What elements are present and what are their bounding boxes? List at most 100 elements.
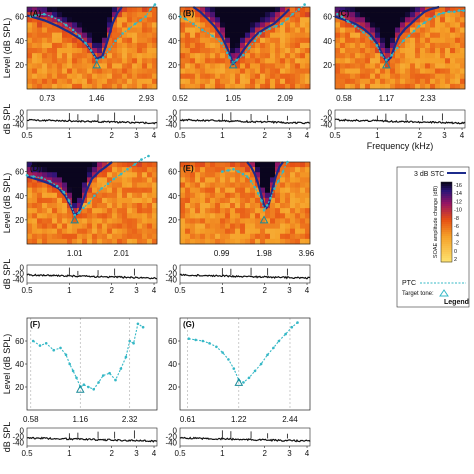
heatmap-cell — [450, 12, 456, 18]
heatmap-cell — [127, 48, 133, 54]
heatmap-cell — [235, 177, 241, 183]
heatmap-cell — [410, 42, 416, 49]
heatmap-cell — [47, 238, 53, 245]
heatmap-cell — [210, 223, 216, 229]
heatmap-cell — [235, 223, 241, 229]
spectrum-trace — [179, 118, 311, 125]
heatmap-cell — [87, 7, 93, 13]
heatmap-cell — [335, 17, 341, 23]
heatmap-cell — [152, 17, 158, 23]
heatmap-cell — [57, 223, 63, 229]
heatmap-cell — [27, 78, 33, 85]
heatmap-cell — [370, 22, 376, 28]
heatmap-cell — [72, 83, 78, 90]
heatmap-cell — [440, 63, 446, 69]
heatmap-cell — [340, 83, 346, 90]
colorbar-cell — [441, 238, 452, 241]
heatmap-cell — [295, 162, 301, 168]
heatmap-cell — [107, 177, 113, 183]
heatmap-cell — [190, 208, 196, 214]
y-tick-label: 60 — [15, 13, 24, 22]
heatmap-cell — [215, 218, 221, 224]
heatmap-cell — [147, 228, 153, 235]
heatmap-cell — [225, 197, 231, 204]
heatmap-cell — [345, 68, 351, 74]
spectrum-x-tick-label: 3 — [287, 449, 292, 458]
heatmap-cell — [255, 37, 261, 44]
heatmap-cell — [97, 228, 103, 235]
heatmap-cell — [62, 22, 68, 28]
ptc-point — [281, 170, 285, 173]
heatmap-cell — [350, 68, 356, 74]
heatmap-cell — [365, 42, 371, 49]
heatmap-cell — [245, 162, 251, 168]
heatmap-cell — [210, 27, 216, 33]
panel-label: (C) — [338, 9, 349, 18]
heatmap-cell — [370, 17, 376, 23]
heatmap-cell — [62, 187, 68, 194]
heatmap-cell — [275, 37, 281, 44]
heatmap-cell — [220, 53, 226, 59]
ptc-point — [346, 20, 350, 23]
heatmap-cell — [52, 172, 58, 178]
heatmap-cell — [375, 48, 381, 54]
heatmap-cell — [440, 22, 446, 28]
heatmap-cell — [137, 228, 143, 235]
heatmap-cell — [415, 48, 421, 54]
heatmap-cell — [72, 228, 78, 235]
heatmap-cell — [255, 223, 261, 229]
heatmap-cell — [112, 233, 118, 240]
heatmap-cell — [137, 83, 143, 90]
heatmap-cell — [405, 37, 411, 44]
heatmap-cell — [190, 228, 196, 235]
heatmap-cell — [440, 48, 446, 54]
heatmap-cell — [240, 223, 246, 229]
heatmap-cell — [142, 167, 148, 173]
heatmap-cell — [245, 177, 251, 183]
heatmap-cell — [435, 53, 441, 59]
heatmap-cell — [355, 27, 361, 33]
heatmap-cell — [122, 162, 128, 168]
heatmap-cell — [190, 187, 196, 194]
spectrum-x-tick-label: 1 — [220, 131, 225, 140]
heatmap-cell — [275, 32, 281, 39]
heatmap-cell — [405, 68, 411, 74]
heatmap-cell — [132, 32, 138, 39]
heatmap-cell — [400, 83, 406, 90]
heatmap-cell — [62, 58, 68, 64]
spectrum-y-axis-label: dB SPL — [2, 422, 12, 453]
heatmap-cell — [147, 48, 153, 54]
heatmap-cell — [210, 162, 216, 168]
heatmap-cell — [360, 22, 366, 28]
heatmap-cell — [250, 223, 256, 229]
heatmap-cell — [270, 238, 276, 245]
ptc-point — [362, 31, 365, 34]
colorbar-cell — [441, 234, 452, 237]
panel-label: (F) — [30, 320, 41, 329]
colorbar-cell — [441, 222, 452, 225]
y-tick-label: 20 — [168, 383, 177, 392]
heatmap-cell — [410, 27, 416, 33]
heatmap-cell — [455, 53, 461, 59]
heatmap-cell — [92, 32, 98, 39]
heatmap-cell — [102, 228, 108, 235]
colorbar-cell — [441, 256, 452, 259]
plot-frame — [179, 6, 311, 90]
heatmap-cell — [92, 228, 98, 235]
heatmap-cell — [295, 197, 301, 204]
heatmap-cell — [430, 42, 436, 49]
heatmap-cell — [335, 7, 341, 13]
heatmap-cell — [220, 167, 226, 173]
heatmap-cell — [210, 182, 216, 188]
heatmap-cell — [460, 7, 466, 13]
ptc-point — [253, 39, 257, 43]
heatmap-cell — [122, 63, 128, 69]
heatmap-cell — [355, 37, 361, 44]
heatmap-cell — [450, 48, 456, 54]
heatmap-cell — [52, 58, 58, 64]
heatmap-cell — [250, 68, 256, 74]
heatmap-cell — [190, 73, 196, 80]
heatmap-cell — [435, 58, 441, 64]
heatmap-cell — [245, 203, 251, 209]
